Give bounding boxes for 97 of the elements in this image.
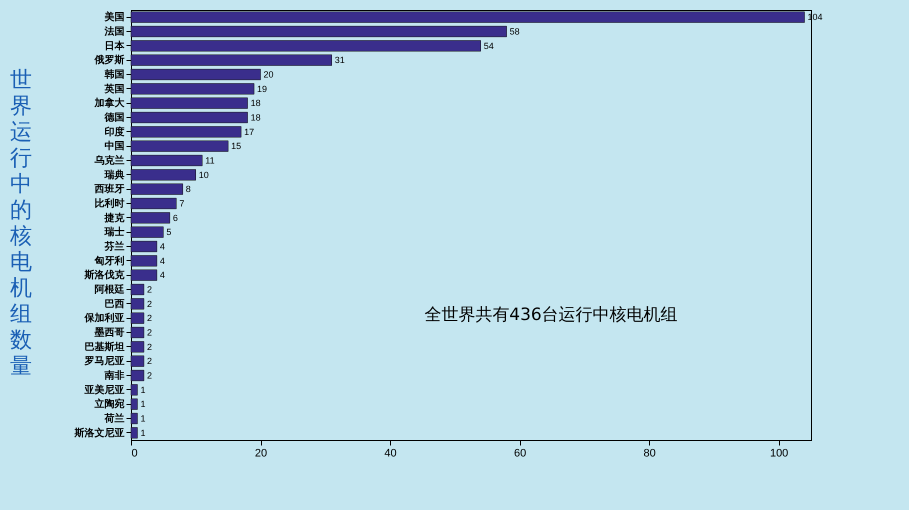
bar [130, 184, 184, 195]
bar [130, 68, 261, 80]
bar [130, 255, 158, 266]
data-label: 11 [205, 156, 215, 166]
x-tick-label: 80 [643, 448, 656, 460]
data-label: 4 [160, 242, 165, 252]
bar [130, 83, 254, 94]
y-tick-label: 中国 [104, 140, 124, 152]
bar [130, 312, 144, 324]
x-tick-label: 0 [132, 448, 138, 460]
y-tick-label: 罗马尼亚 [84, 355, 124, 368]
bar [130, 112, 248, 124]
data-label: 54 [484, 40, 494, 51]
data-label: 10 [198, 170, 209, 180]
bar [130, 270, 158, 281]
bar [130, 154, 202, 166]
data-label: 1 [140, 428, 146, 438]
bar [130, 240, 158, 252]
bar [130, 54, 332, 66]
bar [130, 356, 144, 367]
x-tick-label: 20 [254, 448, 268, 460]
y-tick-label: 南非 [104, 370, 124, 382]
x-tick-label: 40 [384, 448, 397, 460]
bar [130, 226, 164, 238]
data-label: 2 [146, 356, 152, 366]
y-tick-label: 乌克兰 [94, 154, 124, 166]
bar [130, 412, 138, 424]
bar [130, 341, 144, 352]
data-label: 18 [250, 98, 261, 108]
bar [130, 40, 481, 52]
y-tick-label: 比利时 [94, 198, 124, 210]
bar [130, 370, 144, 382]
y-tick-label: 西班牙 [94, 183, 124, 196]
bar [130, 427, 138, 438]
data-label: 8 [186, 184, 191, 194]
data-label: 2 [146, 284, 152, 294]
data-label: 5 [166, 227, 172, 238]
x-tick-label: 100 [770, 448, 788, 460]
y-tick-label: 芬兰 [104, 240, 124, 252]
y-tick-label: 保加利亚 [84, 312, 124, 324]
data-label: 2 [146, 298, 152, 309]
y-tick-label: 俄罗斯 [94, 54, 124, 66]
bar [130, 26, 507, 38]
data-label: 31 [334, 55, 345, 66]
bar [130, 298, 144, 310]
y-tick-label: 瑞典 [104, 168, 124, 181]
bar [130, 384, 138, 396]
y-tick-label: 英国 [104, 82, 124, 95]
data-label: 19 [257, 84, 268, 94]
data-label: 2 [146, 342, 152, 352]
bar [130, 126, 242, 138]
y-tick-label: 立陶宛 [94, 398, 124, 410]
y-tick-label: 斯洛文尼亚 [74, 426, 124, 439]
data-label: 4 [160, 256, 165, 266]
y-tick-label: 墨西哥 [94, 326, 124, 338]
data-label: 18 [250, 112, 261, 122]
bar [130, 284, 144, 296]
y-tick-label: 印度 [104, 126, 124, 138]
data-label: 2 [146, 313, 152, 324]
data-label: 1 [140, 384, 146, 395]
data-label: 2 [146, 370, 152, 380]
bar [130, 198, 177, 210]
y-tick-label: 捷克 [104, 212, 126, 224]
data-label: 2 [146, 328, 152, 338]
y-tick-label: 阿根廷 [94, 284, 124, 296]
data-label: 17 [244, 126, 254, 137]
bar [130, 212, 170, 224]
text: 世界运行中的核电机组数量 [10, 68, 32, 379]
y-tick-label: 荷兰 [104, 412, 124, 424]
y-tick-label: 日本 [104, 40, 126, 52]
y-tick-label: 匈牙利 [94, 254, 124, 267]
annotation: 全世界共有436台运行中核电机组 [424, 305, 678, 325]
y-tick-label: 韩国 [104, 68, 124, 80]
y-tick-label: 法国 [104, 26, 124, 38]
data-label: 7 [179, 198, 184, 208]
y-tick-label: 加拿大 [94, 97, 126, 110]
y-tick-label: 亚美尼亚 [84, 384, 124, 396]
bar [130, 140, 228, 152]
x-tick-label: 60 [514, 448, 526, 460]
y-tick-label: 斯洛伐克 [84, 269, 126, 282]
y-tick-label: 美国 [104, 11, 124, 24]
data-label: 1 [140, 399, 146, 410]
bar [130, 98, 248, 109]
y-tick-label: 巴西 [104, 298, 124, 310]
bar [130, 398, 138, 410]
bar [130, 326, 144, 338]
bar [130, 169, 196, 180]
data-label: 58 [510, 26, 520, 36]
data-label: 1 [140, 414, 146, 424]
bar [130, 12, 805, 23]
y-tick-label: 德国 [104, 112, 124, 124]
y-tick-label: 瑞士 [104, 226, 124, 238]
data-label: 6 [172, 212, 178, 223]
data-label: 4 [160, 270, 165, 280]
y-tick-label: 巴基斯坦 [84, 340, 124, 353]
data-label: 20 [264, 70, 274, 80]
data-label: 15 [231, 141, 242, 152]
